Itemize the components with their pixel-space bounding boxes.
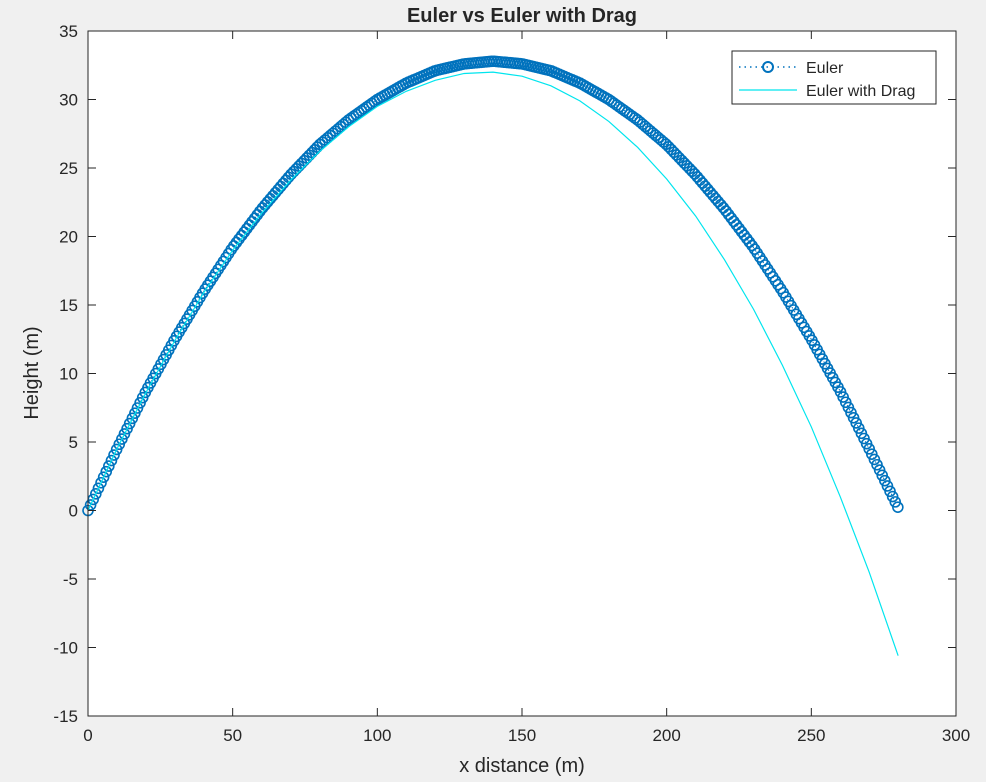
series-euler-line: [87, 60, 899, 511]
data-point: [105, 454, 118, 467]
data-point: [892, 501, 904, 513]
data-point: [886, 490, 899, 503]
y-tick-label: 0: [69, 502, 78, 521]
y-tick-label: 20: [59, 228, 78, 247]
legend-box: [731, 50, 937, 105]
data-point: [92, 482, 105, 495]
y-tick-label: 25: [59, 159, 78, 178]
data-point: [95, 476, 107, 489]
data-point: [889, 496, 902, 508]
data-point: [876, 469, 889, 482]
data-point: [871, 458, 883, 471]
data-point: [863, 443, 876, 455]
y-tick-label: -10: [53, 639, 78, 658]
data-point: [84, 499, 97, 511]
data-point: [108, 449, 120, 461]
x-tick-label: 100: [363, 726, 391, 745]
data-point: [881, 480, 894, 492]
legend-label-euler-with-drag: Euler with Drag: [806, 83, 915, 100]
data-point: [879, 474, 891, 487]
series-layer: [82, 55, 904, 656]
y-axis-label: Height (m): [21, 326, 43, 419]
x-tick-label: 200: [652, 726, 680, 745]
ticks-layer: 0 50 100 150 200 250 300 -15 -10 -5 0 5 10 15 20 25 30 35: [53, 22, 970, 745]
data-point: [90, 488, 102, 500]
y-tick-label: 35: [59, 22, 78, 41]
x-tick-label: 0: [83, 726, 92, 745]
x-tick-label: 250: [797, 726, 825, 745]
x-tick-label: 300: [942, 726, 970, 745]
data-point: [100, 465, 113, 478]
legend-marker-euler: [762, 61, 774, 73]
data-point: [866, 448, 878, 460]
x-tick-label: 50: [223, 726, 242, 745]
y-tick-label: 30: [59, 91, 78, 110]
data-point: [873, 464, 886, 476]
legend: Euler Euler with Drag: [731, 50, 937, 105]
plot-area: [88, 31, 956, 716]
chart-title: Euler vs Euler with Drag: [407, 5, 637, 27]
legend-label-euler: Euler: [806, 60, 844, 77]
series-euler-with-drag-line: [87, 71, 899, 656]
data-point: [97, 471, 110, 484]
x-tick-label: 150: [508, 726, 536, 745]
x-axis-label: x distance (m): [459, 755, 585, 777]
y-tick-label: 5: [69, 433, 78, 452]
data-point: [103, 460, 115, 472]
series-euler-markers: [82, 55, 904, 517]
y-tick-label: 15: [59, 296, 78, 315]
y-tick-label: 10: [59, 365, 78, 384]
y-tick-label: -15: [53, 707, 78, 726]
data-point: [884, 485, 896, 498]
data-point: [868, 453, 881, 466]
y-tick-label: -5: [63, 570, 78, 589]
